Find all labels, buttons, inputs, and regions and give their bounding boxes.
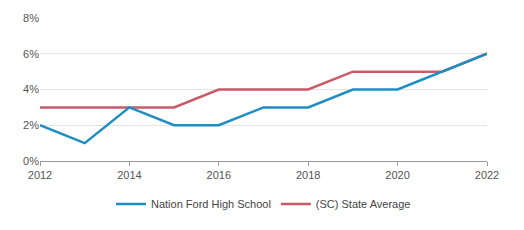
svg-text:6%: 6%	[23, 48, 39, 60]
svg-text:2014: 2014	[117, 169, 141, 181]
svg-text:0%: 0%	[23, 155, 39, 167]
svg-text:4%: 4%	[23, 83, 39, 95]
svg-text:Nation Ford High School: Nation Ford High School	[151, 198, 271, 210]
svg-text:(SC) State Average: (SC) State Average	[316, 198, 411, 210]
svg-text:2012: 2012	[28, 169, 52, 181]
svg-text:2018: 2018	[296, 169, 320, 181]
svg-text:2016: 2016	[207, 169, 231, 181]
svg-text:2%: 2%	[23, 119, 39, 131]
svg-text:2022: 2022	[475, 169, 499, 181]
svg-text:2020: 2020	[385, 169, 409, 181]
svg-text:8%: 8%	[23, 12, 39, 24]
